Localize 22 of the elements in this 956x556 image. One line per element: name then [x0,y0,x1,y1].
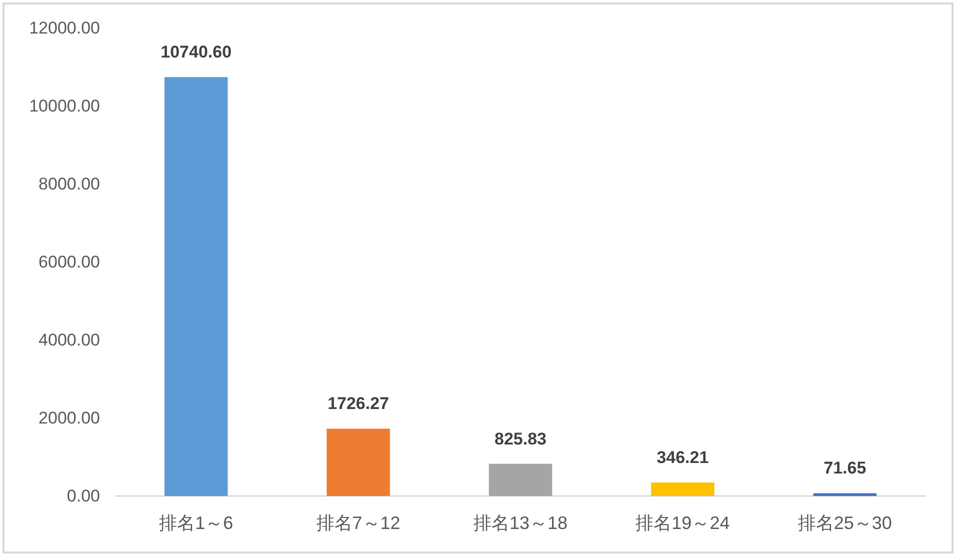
data-label: 71.65 [824,458,866,478]
bar [326,428,390,496]
y-tick-label: 2000.00 [38,408,100,428]
y-tick-label: 12000.00 [29,18,100,38]
data-label: 346.21 [656,448,709,467]
x-tick-label: 排名7～12 [316,513,400,533]
x-tick-label: 排名25～30 [798,513,892,533]
x-tick-label: 排名19～24 [636,513,730,533]
x-tick-label: 排名1～6 [159,513,234,533]
bar [813,493,877,496]
y-tick-label: 10000.00 [29,96,100,116]
bar [164,77,228,496]
y-tick-label: 4000.00 [38,330,100,350]
bar [651,482,714,496]
y-tick-label: 0.00 [66,486,100,506]
y-tick-label: 8000.00 [38,174,100,194]
y-tick-label: 6000.00 [38,252,100,272]
x-tick-label: 排名13～18 [473,513,568,533]
bar [488,464,552,496]
data-label: 10740.60 [160,42,232,62]
data-label: 1726.27 [328,394,390,414]
data-label: 825.83 [494,429,546,448]
